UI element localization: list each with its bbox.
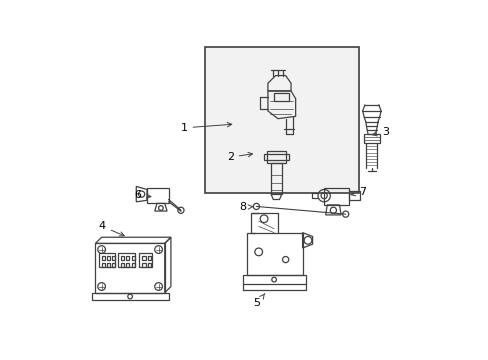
Bar	[147, 263, 151, 266]
Bar	[204, 47, 358, 193]
Bar	[126, 263, 129, 266]
Bar	[99, 253, 115, 267]
Text: 4: 4	[99, 221, 124, 236]
Bar	[121, 256, 123, 260]
Bar	[91, 293, 168, 300]
Bar	[142, 256, 145, 260]
Text: 3: 3	[372, 127, 388, 137]
Bar	[102, 256, 104, 260]
Text: 5: 5	[253, 293, 264, 309]
Bar	[126, 256, 129, 260]
Bar	[364, 134, 379, 143]
Bar	[102, 263, 104, 266]
Bar	[142, 263, 145, 266]
Text: 2: 2	[226, 152, 252, 162]
Bar	[147, 256, 151, 260]
Bar	[139, 253, 151, 267]
Bar	[131, 263, 135, 266]
Bar	[107, 256, 110, 260]
Bar	[266, 151, 285, 163]
Bar	[243, 275, 306, 284]
Bar	[95, 243, 164, 293]
Text: 8: 8	[239, 202, 252, 212]
Bar	[112, 263, 115, 266]
Bar	[324, 188, 348, 205]
Bar	[121, 263, 123, 266]
Text: 1: 1	[180, 122, 231, 133]
Bar	[274, 93, 289, 101]
Bar	[131, 256, 135, 260]
Text: 6: 6	[134, 190, 151, 200]
Bar	[246, 233, 302, 275]
Bar	[112, 256, 115, 260]
Bar	[264, 154, 288, 160]
Text: 7: 7	[350, 187, 366, 197]
Bar	[270, 163, 281, 194]
Bar	[147, 188, 168, 203]
Bar	[107, 263, 110, 266]
Bar	[118, 253, 135, 267]
